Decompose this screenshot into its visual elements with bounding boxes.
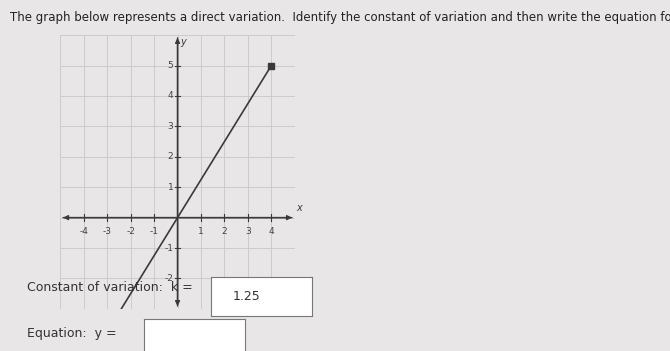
Text: 1: 1 bbox=[168, 183, 174, 192]
Text: The graph below represents a direct variation.  Identify the constant of variati: The graph below represents a direct vari… bbox=[10, 11, 670, 24]
Text: -1: -1 bbox=[149, 227, 159, 236]
Text: Equation:  y =: Equation: y = bbox=[27, 327, 117, 340]
Text: -3: -3 bbox=[103, 227, 112, 236]
Text: 1: 1 bbox=[198, 227, 204, 236]
Text: 3: 3 bbox=[245, 227, 251, 236]
Text: 2: 2 bbox=[168, 152, 174, 161]
Text: x: x bbox=[296, 203, 302, 213]
Text: 2: 2 bbox=[222, 227, 227, 236]
Text: 1.25: 1.25 bbox=[232, 290, 260, 303]
Text: -2: -2 bbox=[126, 227, 135, 236]
Text: 5: 5 bbox=[168, 61, 174, 70]
Text: -2: -2 bbox=[164, 274, 174, 283]
Text: 4: 4 bbox=[269, 227, 274, 236]
Text: Constant of variation:  k =: Constant of variation: k = bbox=[27, 281, 192, 294]
Text: -1: -1 bbox=[164, 244, 174, 252]
Text: 3: 3 bbox=[168, 122, 174, 131]
Text: -4: -4 bbox=[79, 227, 88, 236]
Text: y: y bbox=[180, 37, 186, 47]
Text: 4: 4 bbox=[168, 92, 174, 100]
